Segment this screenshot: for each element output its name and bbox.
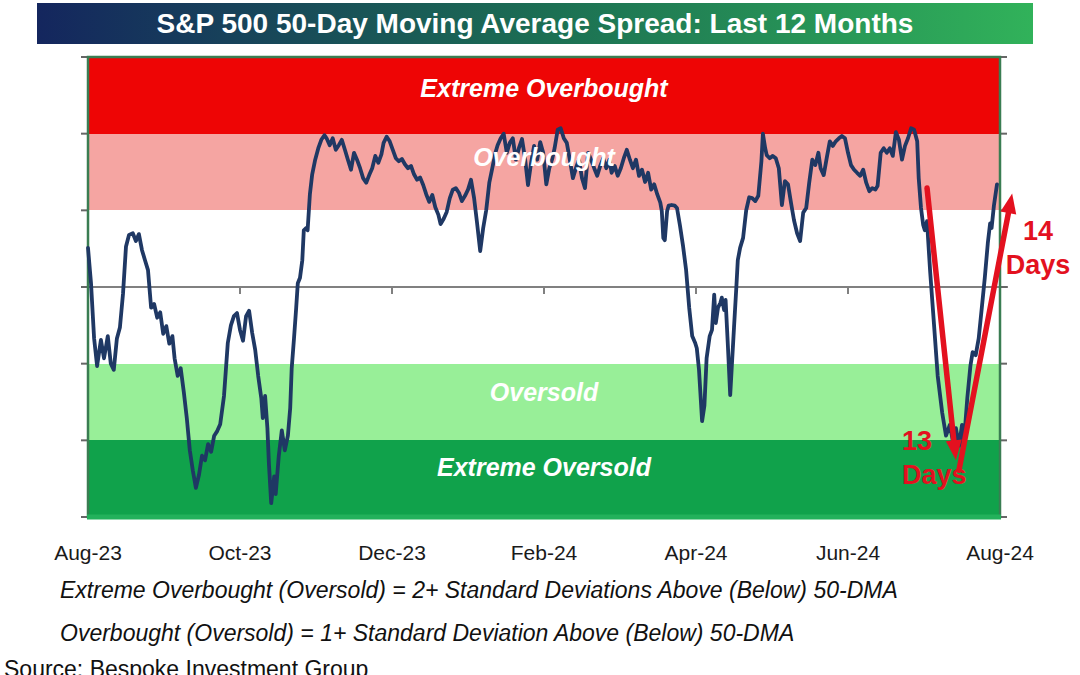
arrow-14-day-rally-head [1001,193,1017,214]
band-label-oversold: Oversold [490,378,598,407]
annotation-14-days-line1: 14 [1006,214,1071,248]
x-axis-label: Apr-24 [664,541,727,565]
x-axis-label: Jun-24 [816,541,880,565]
x-axis-label: Oct-23 [208,541,271,565]
x-axis-label: Dec-23 [358,541,426,565]
band-label-extreme-oversold: Extreme Oversold [437,453,651,482]
annotation-13-days-line2: Days [902,458,967,492]
band-label-extreme-overbought: Extreme Overbought [420,74,667,103]
annotation-14-days: 14 Days [1006,214,1071,282]
band-neutral-upper [88,210,1000,287]
annotation-13-days: 13 Days [902,424,967,492]
footnote-line-2: Overbought (Oversold) = 1+ Standard Devi… [60,620,794,647]
band-label-overbought: Overbought [473,143,615,172]
x-axis-label: Aug-24 [966,541,1034,565]
chart-title: S&P 500 50-Day Moving Average Spread: La… [157,8,914,40]
x-axis-label: Feb-24 [511,541,578,565]
footnote-line-1: Extreme Overbought (Oversold) = 2+ Stand… [60,577,898,604]
x-axis-label: Aug-23 [54,541,122,565]
annotation-14-days-line2: Days [1006,248,1071,282]
plot-area [88,57,1000,517]
source-text: Source: Bespoke Investment Group [4,656,368,675]
band-neutral-lower [88,287,1000,364]
annotation-13-days-line1: 13 [902,424,967,458]
bespoke-sma-spread-chart: S&P 500 50-Day Moving Average Spread: La… [0,0,1080,675]
chart-title-bar: S&P 500 50-Day Moving Average Spread: La… [37,3,1033,44]
